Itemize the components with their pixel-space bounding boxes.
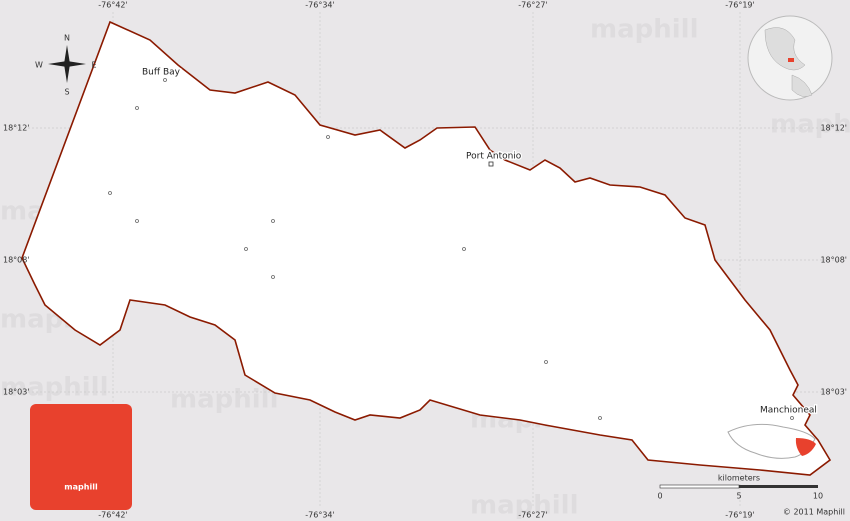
watermark: maphill xyxy=(170,385,279,415)
town-dot xyxy=(598,416,602,420)
globe-land xyxy=(791,74,813,97)
scale-title: kilometers xyxy=(718,474,760,483)
left-coordinate: 18°08' xyxy=(3,256,30,265)
place-label: Manchioneal xyxy=(760,406,817,416)
copyright: © 2011 Maphill xyxy=(783,508,845,517)
scale-bar: kilometers 0 5 10 xyxy=(657,474,823,501)
town-dot xyxy=(135,219,139,223)
scale-tick: 0 xyxy=(657,492,662,501)
town-dot xyxy=(326,135,330,139)
top-coordinate: -76°34' xyxy=(305,1,334,10)
globe-land xyxy=(764,27,806,71)
scale-segment xyxy=(659,484,740,489)
logo-text[interactable]: maphill xyxy=(64,483,98,492)
right-coordinate: 18°08' xyxy=(820,256,847,265)
town-dot xyxy=(163,78,167,82)
top-coordinate: -76°19' xyxy=(725,1,754,10)
coordinate-labels: -76°42' -76°42' -76°34' -76°34' -76°27' -76°2… xyxy=(3,1,847,520)
globe xyxy=(747,15,833,101)
bottom-coordinate: -76°19' xyxy=(725,511,754,520)
inset-map xyxy=(727,423,816,459)
logo[interactable]: maphill xyxy=(30,404,132,510)
watermark: maphill xyxy=(0,373,109,403)
watermark: maphill xyxy=(470,491,579,521)
compass-n: N xyxy=(64,34,70,43)
top-coordinate: -76°27' xyxy=(518,1,547,10)
watermark: maphill xyxy=(590,15,699,45)
town-dot xyxy=(108,191,112,195)
town-dot xyxy=(544,360,548,364)
compass-s: S xyxy=(64,88,69,97)
town-dot xyxy=(271,219,275,223)
right-coordinate: 18°03' xyxy=(820,388,847,397)
town-dot xyxy=(271,275,275,279)
watermark: maphill xyxy=(770,110,850,140)
inset-highlight xyxy=(795,438,816,456)
scale-tick: 10 xyxy=(813,492,823,501)
left-coordinate: 18°12' xyxy=(3,124,30,133)
region xyxy=(21,20,832,476)
place-label: Buff Bay xyxy=(142,68,181,78)
town-dot xyxy=(135,106,139,110)
bottom-coordinate: -76°27' xyxy=(518,511,547,520)
logo-box[interactable] xyxy=(30,404,132,510)
scale-segment xyxy=(739,485,818,488)
town-dot xyxy=(790,416,794,420)
bottom-coordinate: -76°34' xyxy=(305,511,334,520)
town-dot xyxy=(462,247,466,251)
compass: N S W E xyxy=(35,34,96,97)
settlements xyxy=(108,78,794,420)
compass-w: W xyxy=(35,61,43,70)
compass-we xyxy=(48,61,86,67)
left-coordinate: 18°03' xyxy=(3,388,30,397)
bottom-coordinate: -76°42' xyxy=(98,511,127,520)
compass-e: E xyxy=(91,61,96,70)
city-marker xyxy=(488,161,494,167)
globe-highlight xyxy=(788,58,794,62)
town-dot xyxy=(244,247,248,251)
scale-tick: 5 xyxy=(736,492,741,501)
place-label: Port Antonio xyxy=(466,152,522,162)
top-coordinate: -76°42' xyxy=(98,1,127,10)
right-coordinate: 18°12' xyxy=(820,124,847,133)
